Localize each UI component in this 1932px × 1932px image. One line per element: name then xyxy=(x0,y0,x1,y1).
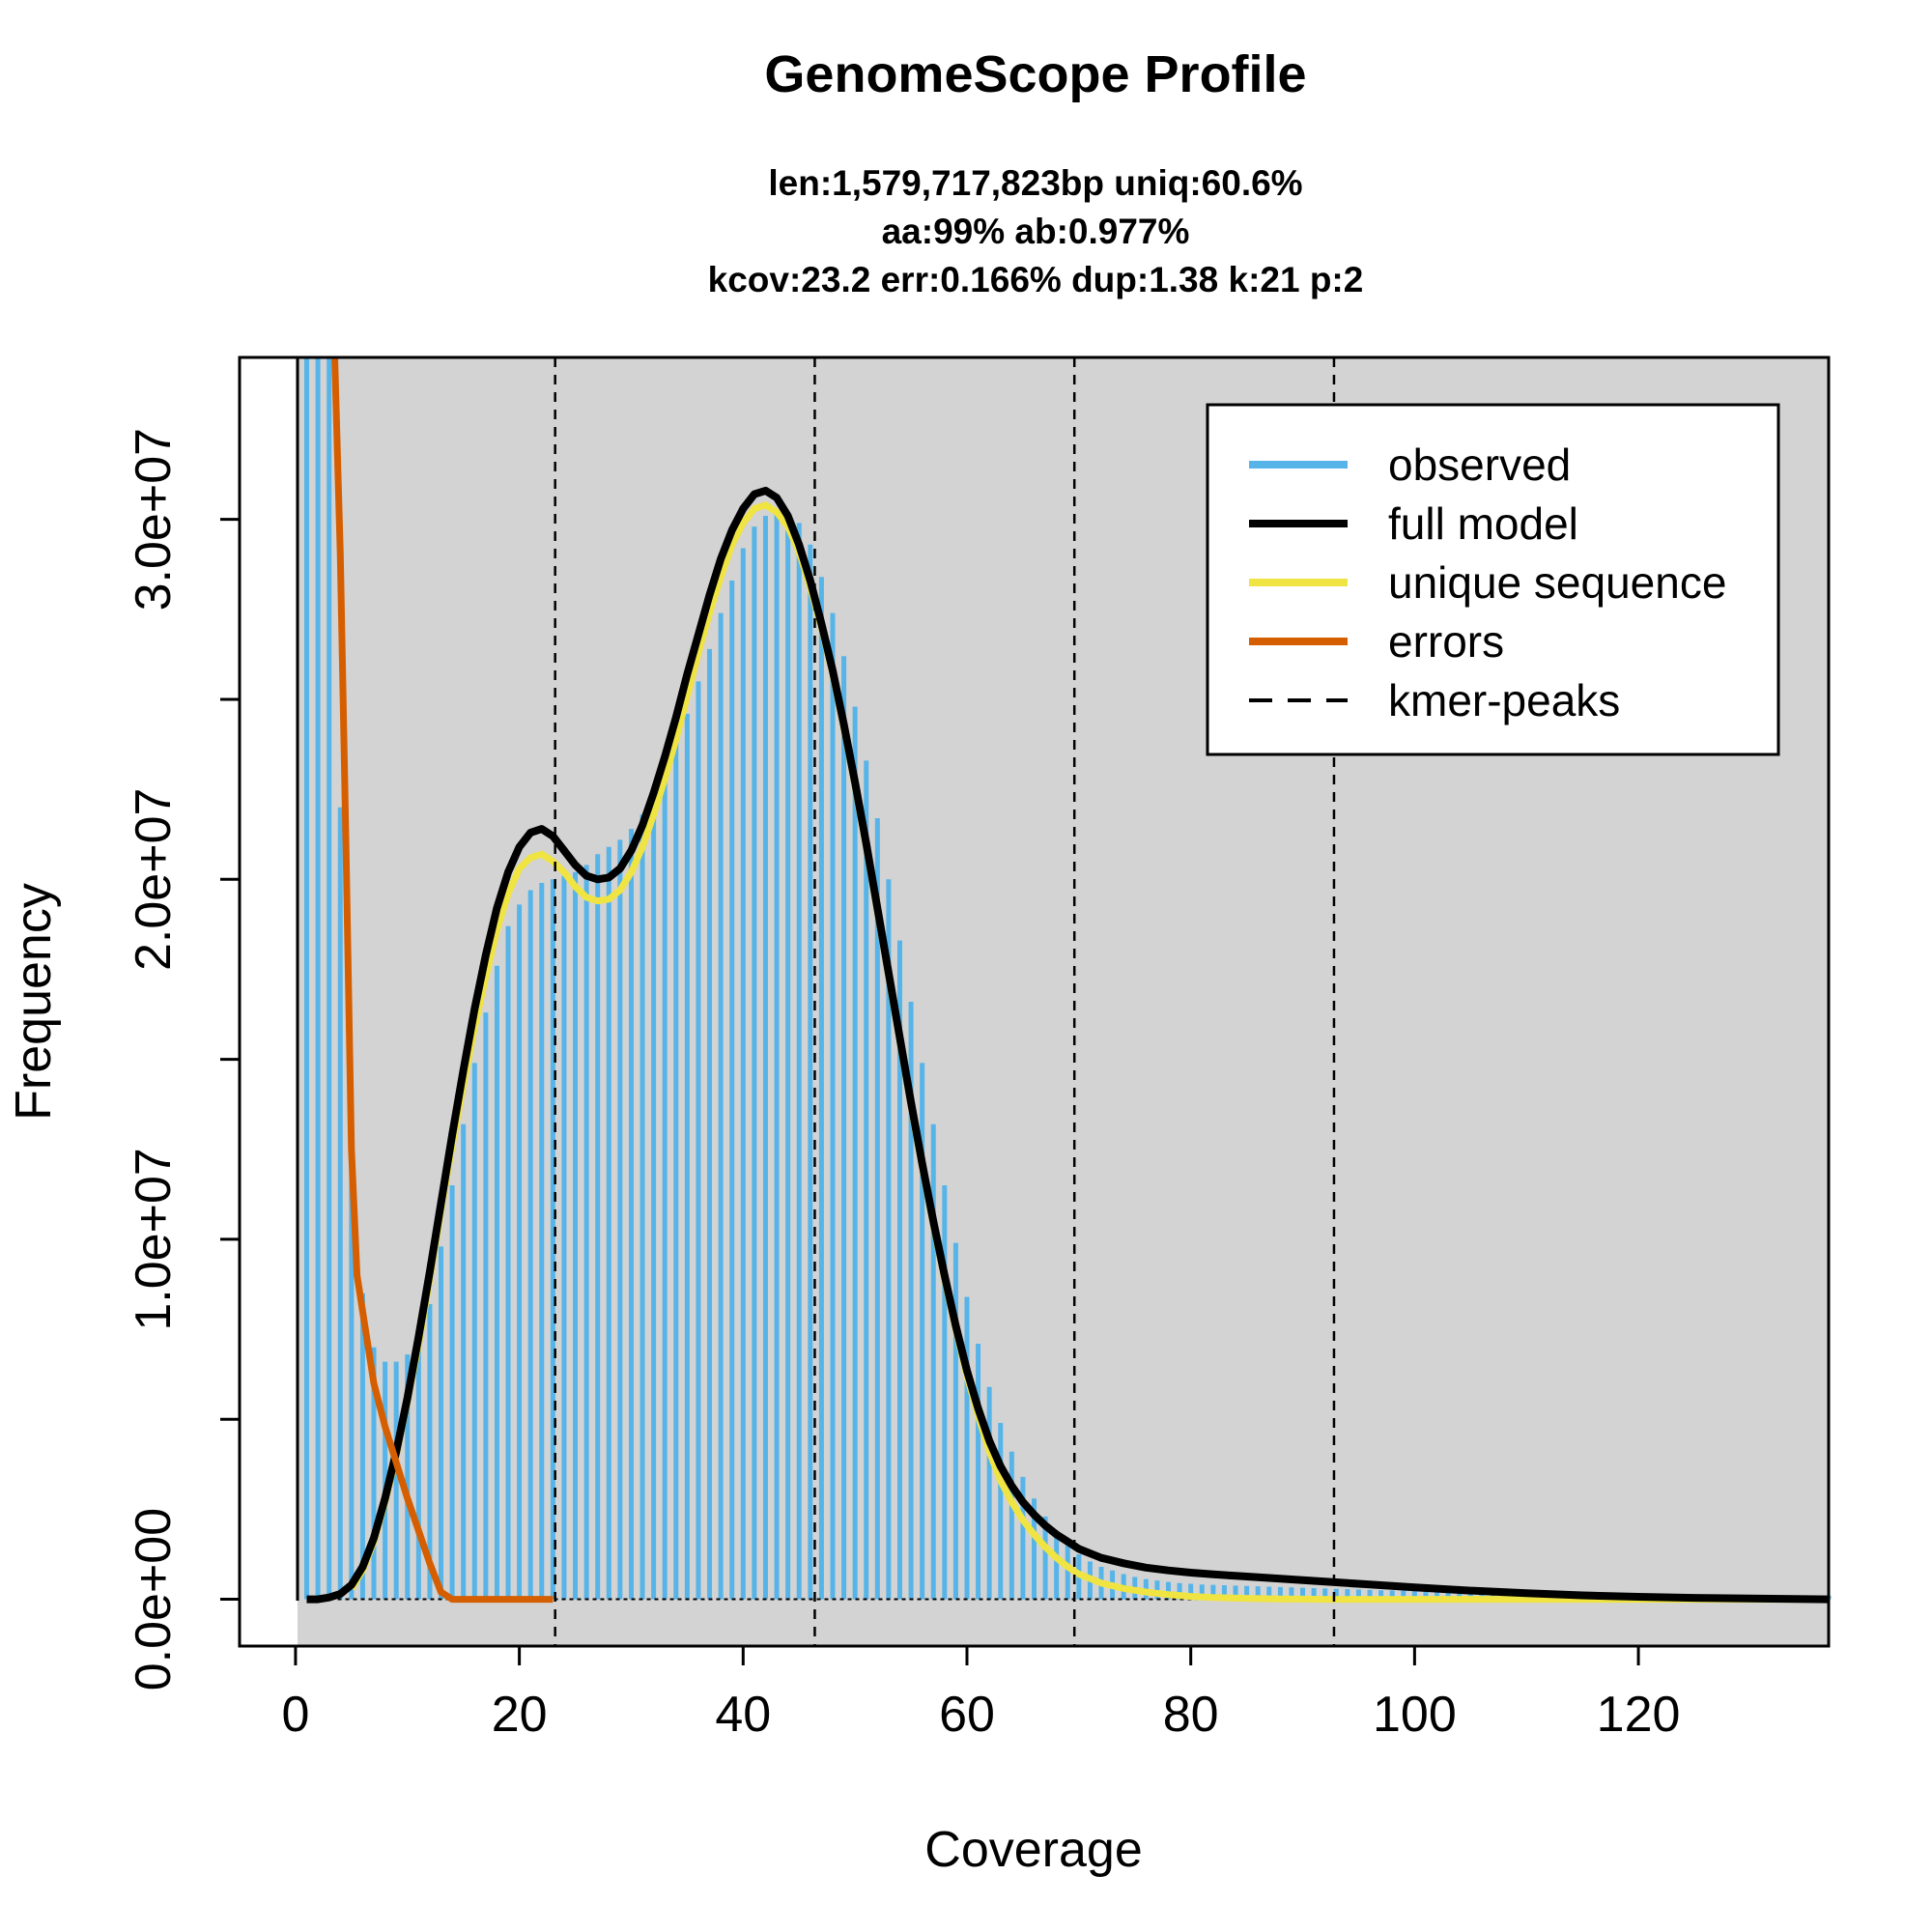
legend-label-errors: errors xyxy=(1388,616,1504,667)
y-tick-label: 2.0e+07 xyxy=(126,788,182,971)
legend: observed full model unique sequence errors k… xyxy=(1206,403,1780,756)
y-tick-label: 3.0e+07 xyxy=(126,428,182,611)
y-axis-label: Frequency xyxy=(6,883,62,1121)
legend-label-full-model: full model xyxy=(1388,498,1578,549)
legend-label-kmer-peaks: kmer-peaks xyxy=(1388,675,1620,725)
x-tick-label: 40 xyxy=(715,1687,771,1743)
x-axis: 0 20 40 60 80 100 120 xyxy=(281,1644,1681,1743)
x-tick-label: 20 xyxy=(492,1687,548,1743)
y-axis: 0.0e+00 1.0e+07 2.0e+07 3.0e+07 xyxy=(126,428,242,1690)
legend-label-unique-sequence: unique sequence xyxy=(1388,557,1726,608)
x-tick-label: 120 xyxy=(1597,1687,1681,1743)
chart-subtitle-line-1: len:1,579,717,823bp uniq:60.6% xyxy=(768,163,1302,203)
x-tick-label: 60 xyxy=(939,1687,995,1743)
legend-label-observed: observed xyxy=(1388,440,1571,490)
chart-subtitle-line-3: kcov:23.2 err:0.166% dup:1.38 k:21 p:2 xyxy=(708,260,1364,299)
x-tick-label: 80 xyxy=(1163,1687,1219,1743)
errors-curve xyxy=(331,356,554,1604)
x-tick-label: 100 xyxy=(1373,1687,1457,1743)
x-axis-label: Coverage xyxy=(924,1822,1142,1878)
y-tick-label: 0.0e+00 xyxy=(126,1508,182,1690)
chart-title: GenomeScope Profile xyxy=(764,45,1306,103)
y-tick-label: 1.0e+07 xyxy=(126,1148,182,1330)
chart-subtitle-line-2: aa:99% ab:0.977% xyxy=(882,212,1190,251)
x-tick-label: 0 xyxy=(281,1687,309,1743)
plot-margin-left xyxy=(240,357,298,1646)
